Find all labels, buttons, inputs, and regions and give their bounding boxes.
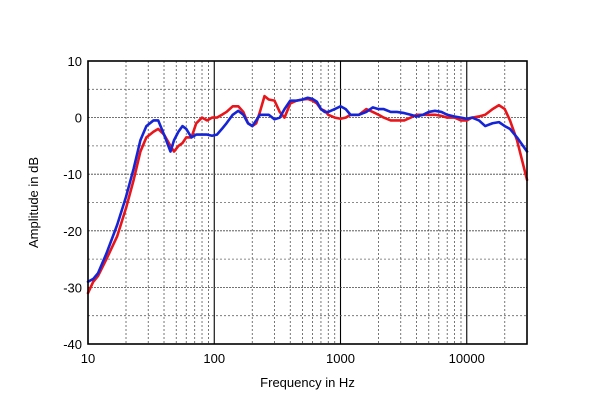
x-tick-label: 1000 <box>326 351 355 366</box>
y-axis-title: Amplitude in dB <box>26 157 41 248</box>
y-tick-label: 0 <box>75 111 82 126</box>
plot-frame <box>87 60 528 345</box>
series-line-2 <box>86 96 529 284</box>
x-tick-label: 10000 <box>449 351 485 366</box>
x-axis-title: Frequency in Hz <box>260 375 355 390</box>
x-tick-label: 100 <box>203 351 225 366</box>
y-tick-label: -40 <box>63 337 82 352</box>
y-tick-label: -20 <box>63 224 82 239</box>
y-tick-label: -30 <box>63 280 82 295</box>
y-tick-label: -10 <box>63 167 82 182</box>
series-layer <box>86 94 529 295</box>
grid-layer <box>87 60 528 345</box>
x-tick-label: 10 <box>81 351 95 366</box>
y-tick-label: 10 <box>68 54 82 69</box>
